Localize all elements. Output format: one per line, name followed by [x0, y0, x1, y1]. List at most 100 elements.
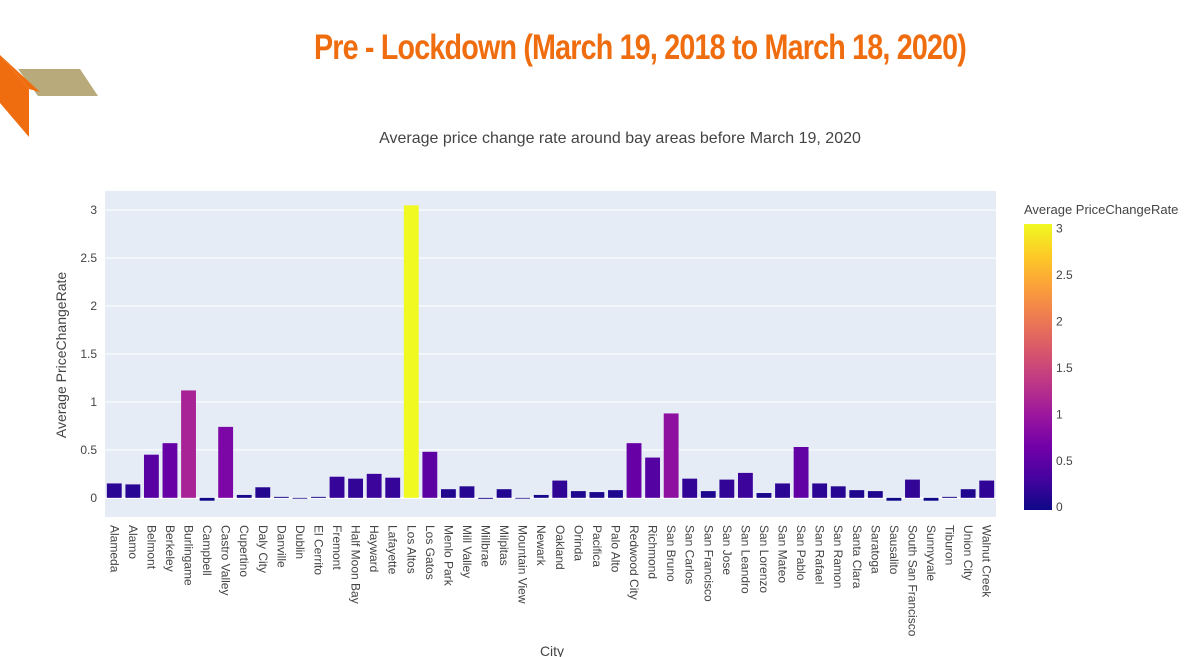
colorbar-tick-label: 0.5 — [1056, 454, 1073, 468]
bar[interactable] — [533, 494, 549, 498]
bar[interactable] — [979, 480, 995, 498]
colorbar-tick-label: 3 — [1056, 222, 1063, 236]
x-tick-label: Richmond — [646, 525, 660, 579]
bar[interactable] — [682, 478, 698, 498]
x-tick-label: San Ramon — [831, 525, 845, 588]
bar[interactable] — [552, 480, 568, 498]
bar[interactable] — [422, 451, 438, 498]
bar[interactable] — [570, 491, 586, 498]
bar[interactable] — [459, 486, 475, 498]
x-tick-label: San Leandro — [738, 525, 752, 594]
bar[interactable] — [385, 477, 401, 498]
x-tick-label: San Jose — [720, 525, 734, 575]
colorbar-ticks: 0 0.5 1 1.5 2 2.5 3 — [1056, 222, 1073, 515]
x-tick-label: San Mateo — [776, 525, 790, 583]
colorbar-tick-label: 2.5 — [1056, 268, 1073, 282]
chart-title: Average price change rate around bay are… — [379, 130, 861, 147]
x-tick-label: Saratoga — [868, 525, 882, 574]
x-tick-label: Belmont — [144, 525, 158, 570]
bar[interactable] — [496, 489, 512, 498]
bar[interactable] — [199, 497, 215, 501]
bar[interactable] — [143, 454, 159, 498]
x-tick-label: Palo Alto — [608, 525, 622, 573]
x-tick-label: Alameda — [107, 525, 121, 573]
x-tick-label: Walnut Creek — [980, 525, 994, 598]
x-tick-label: South San Francisco — [905, 525, 919, 637]
bar[interactable] — [960, 489, 976, 498]
bar[interactable] — [608, 490, 623, 498]
x-tick-label: Mill Valley — [460, 525, 474, 578]
colorbar-tick-label: 0 — [1056, 500, 1063, 514]
bar[interactable] — [515, 497, 531, 499]
x-tick-label: Half Moon Bay — [349, 525, 363, 604]
x-tick-label: Daly City — [256, 525, 270, 573]
bar[interactable] — [663, 413, 679, 498]
y-axis-ticks: 0 0.5 1 1.5 2 2.5 3 — [80, 203, 97, 505]
x-tick-label: Alamo — [126, 525, 140, 559]
bar[interactable] — [737, 472, 753, 498]
gridlines — [105, 209, 996, 499]
y-tick-label: 0 — [90, 491, 97, 505]
x-axis-label: City — [540, 643, 564, 657]
bar[interactable] — [478, 497, 493, 499]
x-tick-label: Sausalito — [887, 525, 901, 575]
slide-corner-decoration — [0, 55, 98, 137]
x-tick-label: Oakland — [553, 525, 567, 570]
slide-title: Pre - Lockdown (March 19, 2018 to March … — [313, 28, 967, 67]
x-tick-label: Newark — [534, 525, 548, 567]
x-tick-label: Orinda — [571, 525, 585, 561]
bar[interactable] — [218, 426, 234, 498]
x-tick-label: Los Gatos — [423, 525, 437, 580]
bar[interactable] — [793, 447, 809, 498]
colorbar-title: Average PriceChangeRate — [1024, 202, 1178, 217]
y-tick-label: 3 — [90, 203, 97, 217]
x-tick-label: Tiburon — [943, 525, 957, 565]
x-tick-label: Menlo Park — [441, 525, 455, 587]
bar[interactable] — [311, 496, 326, 498]
x-tick-label: Berkeley — [163, 525, 177, 572]
x-tick-label: San Rafael — [813, 525, 827, 584]
x-tick-label: Fremont — [330, 525, 344, 570]
y-axis-label: Average PriceChangeRate — [53, 272, 69, 439]
bar[interactable] — [403, 205, 419, 498]
x-tick-label: San Bruno — [664, 525, 678, 582]
bar[interactable] — [645, 457, 661, 498]
bar[interactable] — [348, 478, 364, 498]
bar[interactable] — [440, 489, 456, 498]
bar[interactable] — [181, 390, 196, 498]
x-tick-label: Dublin — [293, 525, 307, 559]
x-tick-label: Burlingame — [182, 525, 196, 586]
bar[interactable] — [886, 497, 902, 501]
tan-parallelogram-shape — [18, 69, 98, 96]
y-tick-label: 2 — [90, 299, 97, 313]
bar[interactable] — [905, 479, 920, 498]
x-tick-label: San Pablo — [794, 525, 808, 581]
bar[interactable] — [756, 493, 772, 498]
bar[interactable] — [775, 483, 790, 498]
y-tick-label: 2.5 — [80, 251, 97, 265]
bar[interactable] — [162, 443, 178, 498]
bar[interactable] — [366, 473, 382, 498]
bar[interactable] — [719, 479, 735, 498]
colorbar — [1024, 224, 1052, 510]
bar[interactable] — [125, 484, 141, 498]
bar[interactable] — [106, 483, 122, 498]
bar[interactable] — [236, 494, 252, 498]
bar[interactable] — [292, 497, 308, 499]
bar[interactable] — [849, 490, 865, 498]
bar[interactable] — [700, 491, 716, 498]
bar[interactable] — [273, 496, 289, 498]
x-tick-label: Milpitas — [497, 525, 511, 566]
bars[interactable] — [106, 205, 995, 501]
bar[interactable] — [830, 486, 846, 498]
bar[interactable] — [812, 483, 828, 498]
x-tick-label: Union City — [961, 525, 975, 580]
bar[interactable] — [329, 476, 345, 498]
bar[interactable] — [942, 496, 958, 498]
bar[interactable] — [626, 443, 642, 498]
bar[interactable] — [589, 492, 605, 498]
bar[interactable] — [255, 487, 271, 498]
x-tick-label: Castro Valley — [219, 525, 233, 595]
bar[interactable] — [923, 497, 939, 501]
bar[interactable] — [867, 491, 883, 498]
